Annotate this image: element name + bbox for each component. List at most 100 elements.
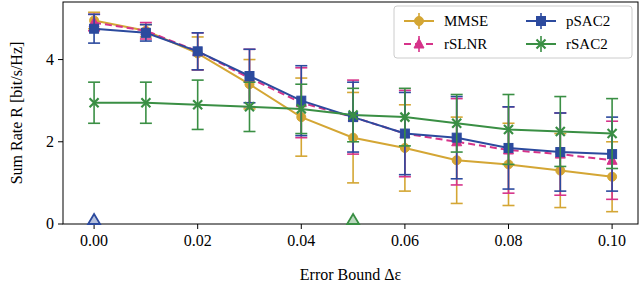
data-point [400,113,409,122]
data-point [504,125,513,134]
error-bar-cap [192,129,204,131]
axis-marker [347,214,359,224]
error-bar-cap [347,81,359,83]
series-psac2 [88,14,618,191]
legend-marker [537,17,546,26]
legend-box [394,6,632,58]
error-bar-cap [451,184,463,186]
error-bar [88,14,100,43]
error-bar [295,78,307,156]
data-point [452,119,461,128]
legend-entry: MMSE [404,13,488,29]
series-mmse [88,12,618,211]
x-tick-label: 0.04 [287,232,315,249]
series-rslnr [88,14,618,199]
error-bar [347,80,359,154]
series-rsac2 [88,80,618,168]
error-bar [295,66,307,136]
axis-marker-fill [88,214,100,224]
error-bar-cap [88,81,100,83]
error-bar-cap [399,174,411,176]
error-bar-cap [295,155,307,157]
series-line [94,21,612,177]
error-bar-cap [502,94,514,96]
error-bar-cap [140,24,152,26]
error-bar-cap [243,48,255,50]
data-point [90,98,99,107]
plot-frame [63,2,638,224]
axis-marker [88,214,100,224]
error-bar-cap [140,81,152,83]
y-tick [58,59,63,60]
legend-label: rSAC2 [566,36,608,52]
data-point [90,24,99,33]
error-bar-cap [295,83,307,85]
error-bar-cap [88,14,100,16]
x-tick-label: 0.10 [598,232,626,249]
error-bar-cap [399,88,411,90]
x-tick [197,224,198,229]
y-tick-label: 2 [46,133,54,150]
error-bar-cap [192,79,204,81]
series-line [94,23,612,161]
error-bar-cap [295,133,307,135]
x-tick-label: 0.02 [184,232,212,249]
data-point [245,102,254,111]
error-bar [192,33,204,70]
plot-data [88,12,618,211]
error-bar-cap [88,11,100,13]
x-tick-label: 0.08 [494,232,522,249]
error-bar-cap [347,79,359,81]
error-bar-cap [140,22,152,24]
data-point [141,28,150,37]
error-bar [347,82,359,152]
x-tick-label: 0.06 [391,232,419,249]
error-bar [140,25,152,41]
y-tick [58,224,63,225]
legend-marker [414,39,424,49]
data-point [608,129,617,138]
data-point [193,47,202,56]
error-bar-cap [399,190,411,192]
legend-label: MMSE [444,13,488,29]
error-bar-cap [347,182,359,184]
error-bar-cap [295,65,307,67]
x-tick [301,224,302,229]
chart: 0.000.020.040.060.080.10024Error Bound Δ… [0,0,640,289]
error-bar-cap [347,153,359,155]
error-bar-cap [243,81,255,83]
error-bar-cap [88,14,100,16]
legend-label: pSAC2 [566,13,610,29]
y-tick-label: 0 [46,215,54,232]
error-bar-cap [502,192,514,194]
error-bar-cap [606,168,618,170]
error-bar-cap [554,166,566,168]
error-bar-cap [347,88,359,90]
legend-label: rSLNR [444,36,487,52]
error-bar-cap [554,96,566,98]
y-tick [58,141,63,142]
x-tick [612,224,613,229]
error-bar-cap [554,207,566,209]
x-tick [404,224,405,229]
error-bar-cap [451,94,463,96]
error-bar-cap [192,69,204,71]
data-point [245,72,254,81]
data-point [193,46,203,56]
error-bar-cap [451,151,463,153]
error-bar-cap [88,122,100,124]
x-tick-label: 0.00 [80,232,108,249]
x-tick [508,224,509,229]
legend-entry: pSAC2 [526,13,610,29]
error-bar-cap [347,141,359,143]
error-bar-stem [300,66,302,136]
error-bar-cap [295,135,307,137]
error-bar-cap [606,190,618,192]
error-bar-cap [606,211,618,213]
error-bar-cap [554,194,566,196]
error-bar-cap [451,203,463,205]
error-bar-cap [502,188,514,190]
error-bar-cap [88,42,100,44]
error-bar-cap [140,40,152,42]
data-point [193,100,202,109]
